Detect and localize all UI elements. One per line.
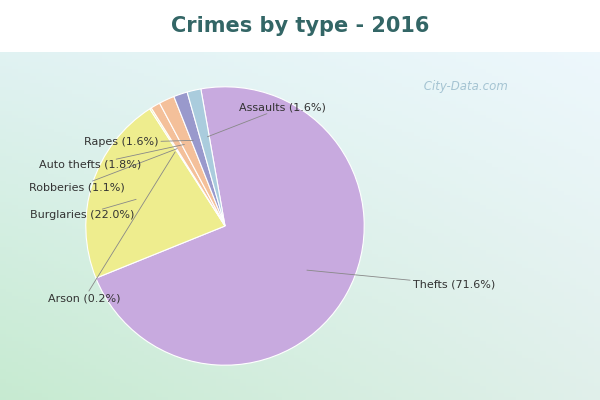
Wedge shape xyxy=(160,96,225,226)
Text: Arson (0.2%): Arson (0.2%) xyxy=(48,152,175,303)
Text: Rapes (1.6%): Rapes (1.6%) xyxy=(83,138,193,148)
Wedge shape xyxy=(150,108,225,226)
Text: Burglaries (22.0%): Burglaries (22.0%) xyxy=(30,199,136,220)
Text: City-Data.com: City-Data.com xyxy=(420,80,508,93)
Text: Robberies (1.1%): Robberies (1.1%) xyxy=(29,149,177,192)
Wedge shape xyxy=(96,87,364,365)
Text: Assaults (1.6%): Assaults (1.6%) xyxy=(208,103,326,137)
Text: Thefts (71.6%): Thefts (71.6%) xyxy=(307,270,495,290)
Text: Auto thefts (1.8%): Auto thefts (1.8%) xyxy=(39,144,184,170)
Wedge shape xyxy=(151,103,225,226)
Wedge shape xyxy=(174,92,225,226)
Wedge shape xyxy=(187,89,225,226)
Text: Crimes by type - 2016: Crimes by type - 2016 xyxy=(171,16,429,36)
Wedge shape xyxy=(86,109,225,278)
